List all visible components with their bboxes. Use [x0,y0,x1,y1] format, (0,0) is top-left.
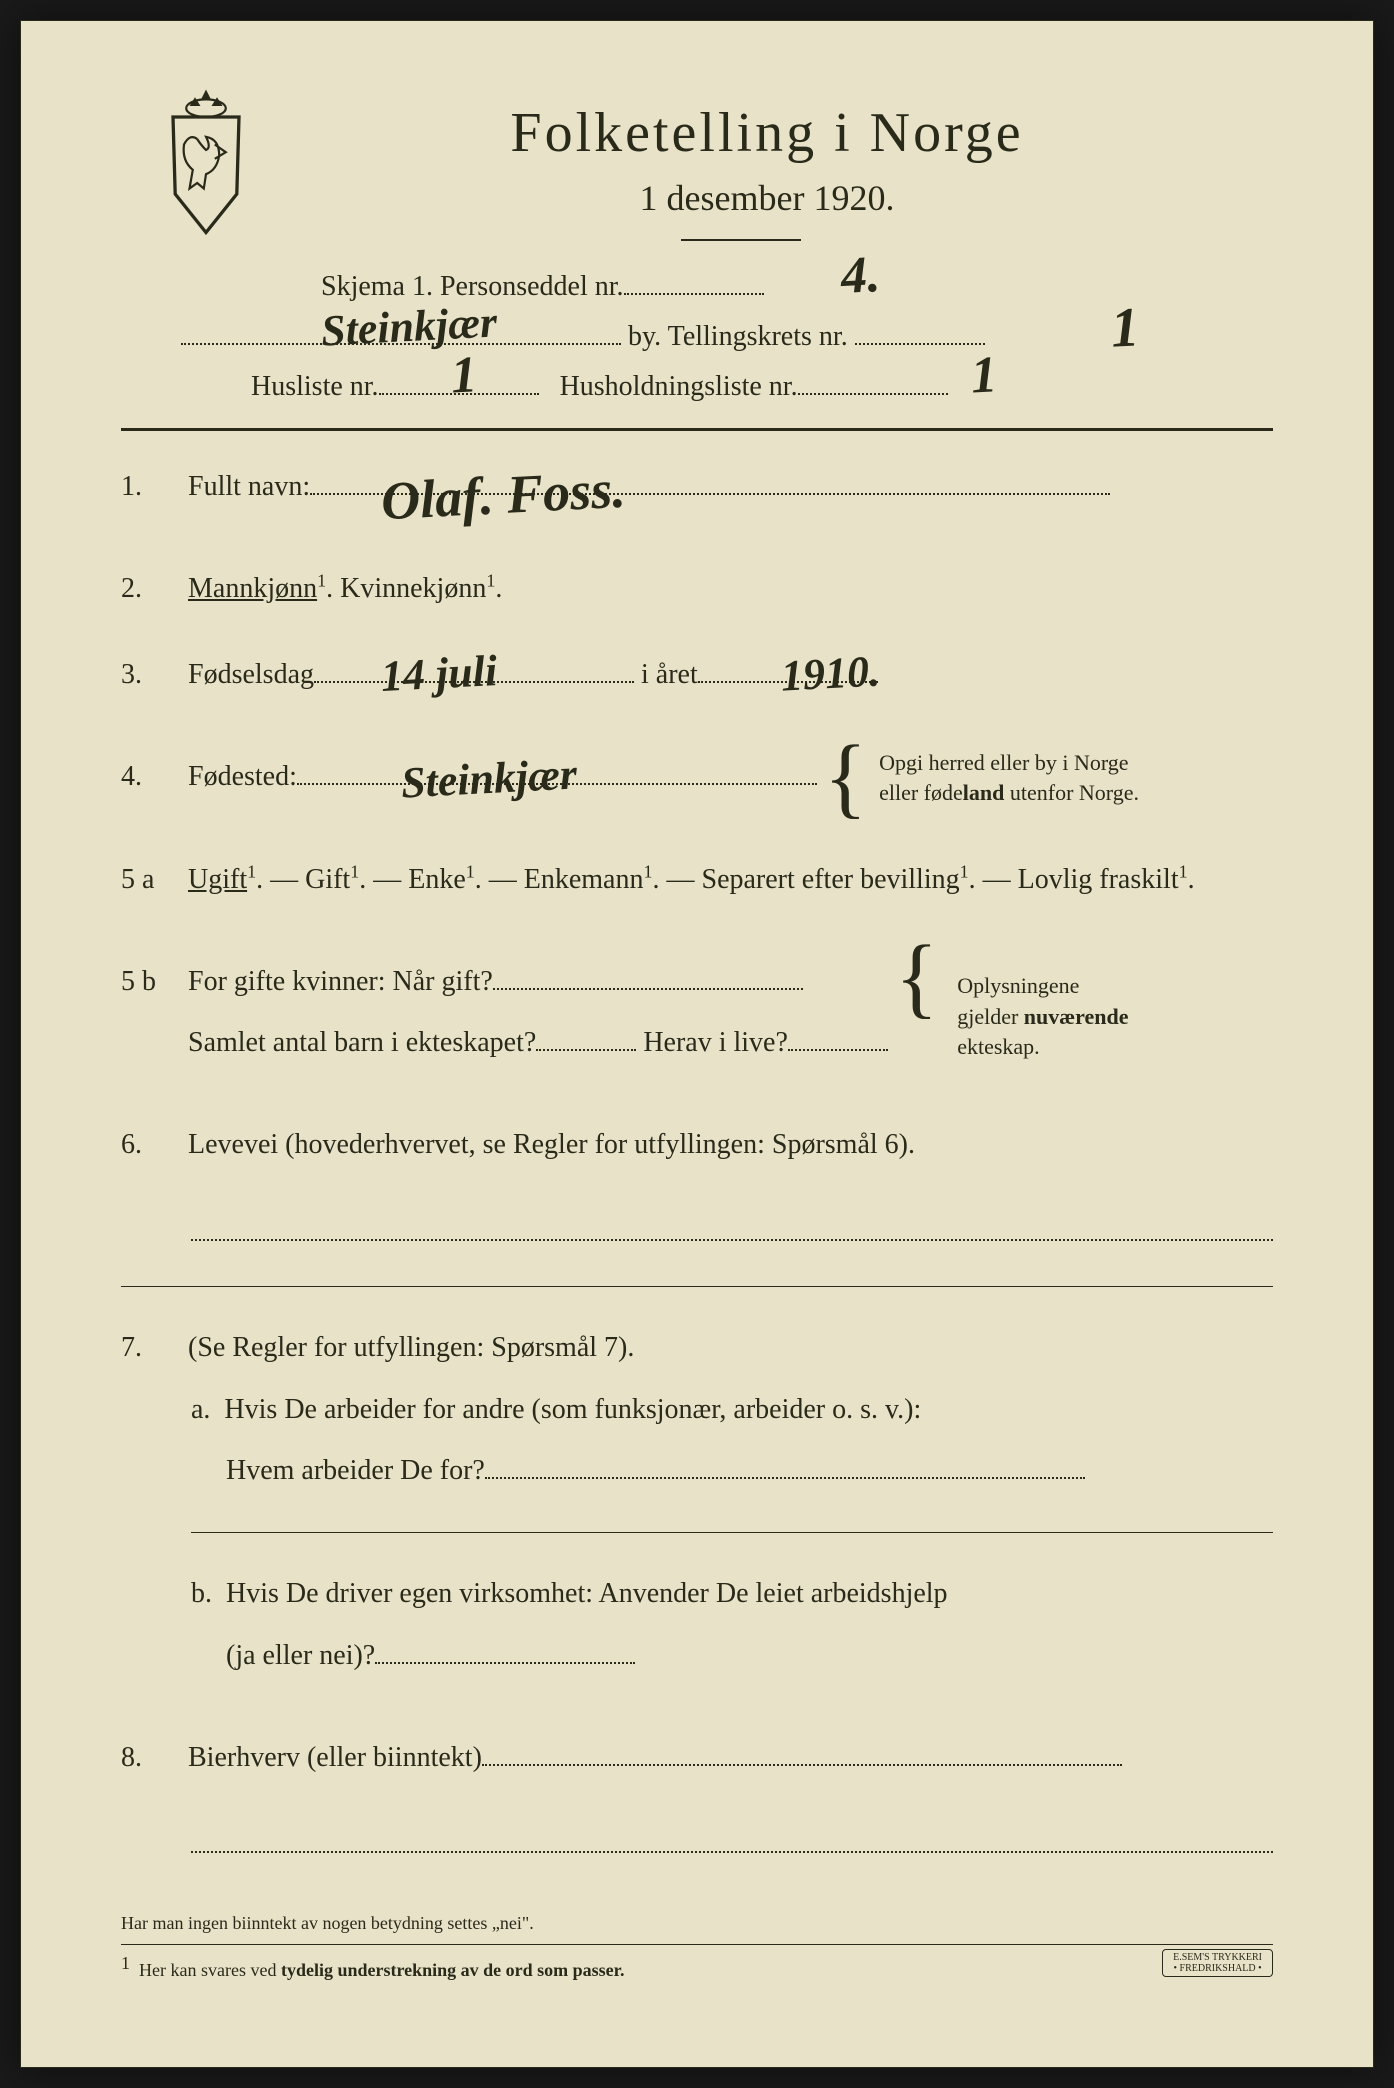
husliste-line: Husliste nr. Husholdningsliste nr. 1 1 [251,371,1273,403]
q1-label: Fullt navn: [188,471,310,502]
q1-value: Olaf. Foss. [378,430,628,561]
question-4: 4. Fødested: {Opgi herred eller by i Nor… [121,746,1273,809]
question-5a: 5 a Ugift1. — Gift1. — Enke1. — Enkemann… [121,849,1273,911]
q4-value: Steinkjær [399,726,580,832]
q7a: a. Hvis De arbeider for andre (som funks… [191,1379,1273,1502]
question-5b: 5 b For gifte kvinner: Når gift? Samlet … [121,951,1273,1074]
footnote-bi: Har man ingen biinntekt av nogen betydni… [121,1913,1273,1934]
main-title: Folketelling i Norge [261,101,1273,165]
q2-label: Mannkjønn1. Kvinnekjønn1. [188,573,502,604]
q6-rule [121,1286,1273,1288]
q8-label: Bierhverv (eller biinntekt) [188,1742,482,1773]
q5b-note: Oplysningenegjelder nuværendeekteskap. [945,971,1128,1063]
q3-label: Fødselsdag [188,659,314,690]
stamp-line2: • FREDRIKSHALD • [1173,1963,1262,1974]
q5a-num: 5 a [121,849,181,911]
q5b-line2b: Herav i live? [643,1027,788,1058]
form-header: Folketelling i Norge 1 desember 1920. [121,101,1273,241]
q5b-line2a: Samlet antal barn i ekteskapet? [188,1027,536,1058]
husliste-label: Husliste nr. [251,371,379,402]
city-line: by. Tellingskrets nr. Steinkjær 1 [181,321,1273,353]
tellingskrets-value: 1 [1109,295,1140,360]
header-rule [121,428,1273,431]
q6-blank [191,1191,1273,1241]
q4-num: 4. [121,746,181,808]
q4-label: Fødested: [188,761,297,792]
census-form-page: Folketelling i Norge 1 desember 1920. Sk… [20,20,1374,2068]
q8-blank [191,1803,1273,1853]
question-2: 2. Mannkjønn1. Kvinnekjønn1. [121,558,1273,620]
q6-num: 6. [121,1114,181,1176]
husholdning-value: 1 [969,345,998,405]
q5b-line1: For gifte kvinner: Når gift? [188,966,493,997]
printer-stamp: E.SEM'S TRYKKERI • FREDRIKSHALD • [1162,1949,1273,1977]
q6-label: Levevei (hovederhvervet, se Regler for u… [188,1129,915,1160]
coat-of-arms-icon [151,81,261,241]
q8-num: 8. [121,1727,181,1789]
question-8: 8. Bierhverv (eller biinntekt) [121,1727,1273,1789]
q5b-num: 5 b [121,951,181,1013]
q3-num: 3. [121,644,181,706]
q5a-label: Ugift1. — Gift1. — Enke1. — Enkemann1. —… [188,849,1270,911]
q5b-body: For gifte kvinner: Når gift? Samlet anta… [188,951,888,1074]
date-subtitle: 1 desember 1920. [261,177,1273,219]
q3-year-label: i året [641,659,698,690]
q7-rule [191,1532,1273,1534]
stamp-line1: E.SEM'S TRYKKERI [1173,1952,1262,1963]
husholdning-label: Husholdningsliste nr. [560,371,798,402]
city-suffix: by. Tellingskrets nr. [628,321,848,352]
q3-day-value: 14 juli [379,623,500,726]
question-3: 3. Fødselsdag i året 14 juli 1910. [121,644,1273,706]
q2-num: 2. [121,558,181,620]
q7-label: (Se Regler for utfyllingen: Spørsmål 7). [188,1332,634,1363]
q1-num: 1. [121,456,181,518]
footnote-1: 1 Her kan svares ved tydelig understrekn… [121,1944,1273,1981]
question-7: 7. (Se Regler for utfyllingen: Spørsmål … [121,1317,1273,1686]
question-1: 1. Fullt navn: Olaf. Foss. [121,456,1273,518]
q7b: b. Hvis De driver egen virksomhet: Anven… [191,1563,1273,1686]
q4-note: Opgi herred eller by i Norgeeller fødela… [867,748,1139,810]
husliste-value: 1 [449,345,478,405]
q7-num: 7. [121,1317,181,1379]
header-divider [681,239,801,241]
personseddel-value: 4. [839,245,881,306]
q3-year-value: 1910. [779,624,883,726]
question-6: 6. Levevei (hovederhvervet, se Regler fo… [121,1114,1273,1176]
